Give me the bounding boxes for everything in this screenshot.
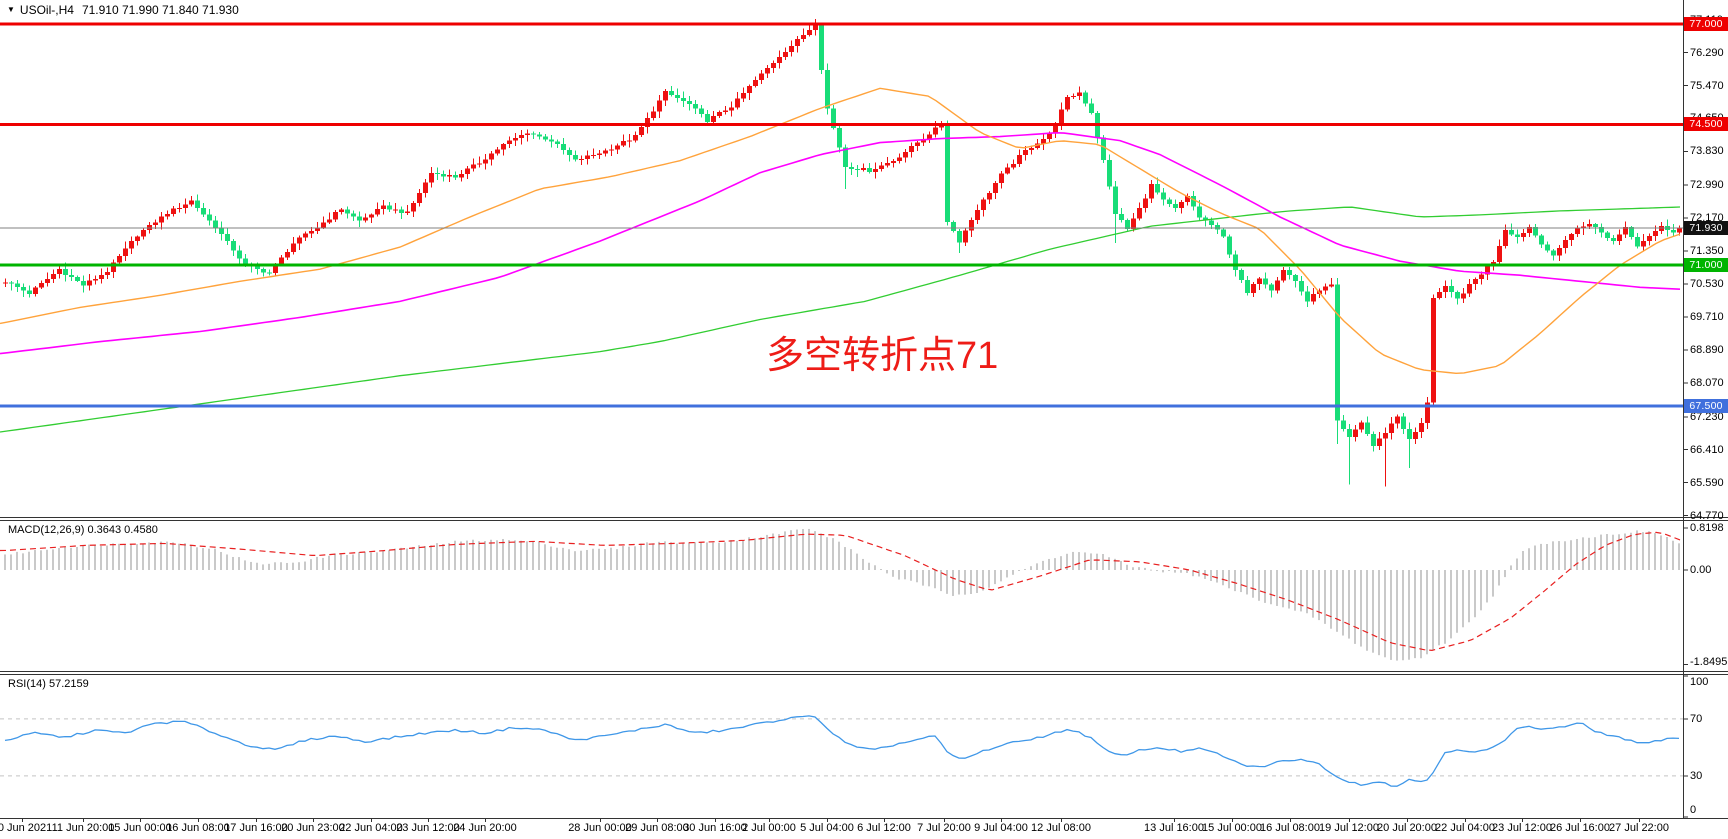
indicator-axis-label: 30 xyxy=(1690,769,1703,782)
macd-label-name: MACD(12,26,9) xyxy=(8,524,85,536)
price-tick-label: 72.990 xyxy=(1690,179,1724,192)
rsi-label-value: 57.2159 xyxy=(48,678,89,690)
indicator-axis-label: 0.00 xyxy=(1690,564,1712,576)
rsi-label-name: RSI(14) xyxy=(8,678,46,690)
price-level-badge-74.500: 74.500 xyxy=(1684,117,1728,132)
price-tick-label: 67.230 xyxy=(1690,410,1724,423)
macd-histogram xyxy=(4,528,1680,661)
ma-slow-line xyxy=(0,206,1681,433)
indicator-axis-label: 100 xyxy=(1690,676,1709,689)
time-axis-label: 20 Jun 23:00 xyxy=(281,822,345,834)
indicator-axis-label: -1.8495 xyxy=(1690,656,1728,668)
time-axis-label: 22 Jul 04:00 xyxy=(1435,822,1495,834)
time-axis-label: 7 Jul 20:00 xyxy=(917,822,971,834)
time-axis-label: 12 Jul 08:00 xyxy=(1031,822,1091,834)
time-axis-label: 15 Jul 00:00 xyxy=(1202,822,1262,834)
time-axis-label: 6 Jul 12:00 xyxy=(857,822,911,834)
price-tick-label: 76.290 xyxy=(1690,46,1724,59)
time-axis-label: 23 Jun 12:00 xyxy=(396,822,460,834)
price-level-badge-67.500: 67.500 xyxy=(1684,398,1728,413)
time-axis-label: 19 Jul 12:00 xyxy=(1319,822,1379,834)
price-tick-label: 73.830 xyxy=(1690,145,1724,158)
time-axis-label: 10 Jun 2021 xyxy=(0,822,53,834)
price-tick-label: 69.710 xyxy=(1690,311,1724,324)
axis-ticks xyxy=(22,19,1688,822)
time-axis-label: 5 Jul 04:00 xyxy=(800,822,854,834)
time-axis-label: 15 Jun 00:00 xyxy=(108,822,172,834)
time-axis-label: 9 Jul 04:00 xyxy=(974,822,1028,834)
price-tick-label: 65.590 xyxy=(1690,476,1724,489)
symbol-name: USOil-,H4 xyxy=(19,3,74,17)
price-tick-label: 68.070 xyxy=(1690,376,1724,389)
time-axis-label: 28 Jun 00:00 xyxy=(568,822,632,834)
price-level-badge-71.000: 71.000 xyxy=(1684,258,1728,273)
macd-label-values: 0.3643 0.4580 xyxy=(87,524,158,536)
chart-annotation-text: 多空转折点71 xyxy=(766,335,999,377)
symbol-dropdown-icon[interactable]: ▼ xyxy=(7,5,15,14)
indicator-axis-label: 70 xyxy=(1690,712,1703,725)
price-tick-label: 75.470 xyxy=(1690,79,1724,92)
price-level-badge-71.930: 71.930 xyxy=(1684,220,1728,235)
time-axis-label: 30 Jun 16:00 xyxy=(683,822,747,834)
symbol-ohlc-values: 71.910 71.990 71.840 71.930 xyxy=(81,3,239,17)
time-axis-label: 22 Jun 04:00 xyxy=(339,822,403,834)
price-tick-label: 68.890 xyxy=(1690,344,1724,357)
indicator-axis-label: 0 xyxy=(1690,804,1697,816)
time-axis-label: 2 Jul 00:00 xyxy=(742,822,796,834)
ma-mid-line xyxy=(0,131,1681,355)
chart-titlebar: ▼ USOil-,H4 71.910 71.990 71.840 71.930 xyxy=(7,3,239,17)
rsi-line xyxy=(4,715,1680,787)
time-axis-label: 13 Jul 16:00 xyxy=(1144,822,1204,834)
time-axis-label: 26 Jul 16:00 xyxy=(1550,822,1610,834)
price-level-badge-77.000: 77.000 xyxy=(1684,16,1728,31)
rsi-level-lines xyxy=(0,718,1683,777)
time-axis-label: 17 Jun 16:00 xyxy=(224,822,288,834)
macd-signal-line xyxy=(0,531,1681,652)
time-axis-label: 16 Jul 08:00 xyxy=(1260,822,1320,834)
rsi-indicator-label: RSI(14) 57.2159 xyxy=(8,678,89,690)
time-axis-label: 20 Jul 20:00 xyxy=(1377,822,1437,834)
price-tick-label: 71.350 xyxy=(1690,245,1724,258)
indicator-axis-label: 0.8198 xyxy=(1690,522,1724,535)
horizontal-level-lines xyxy=(0,22,1683,408)
time-axis-label: 16 Jun 08:00 xyxy=(166,822,230,834)
time-axis-label: 27 Jul 22:00 xyxy=(1609,822,1669,834)
candle-bodies xyxy=(3,25,1682,447)
price-tick-label: 66.410 xyxy=(1690,443,1724,456)
macd-indicator-label: MACD(12,26,9) 0.3643 0.4580 xyxy=(8,524,158,536)
price-tick-label: 70.530 xyxy=(1690,278,1724,291)
time-axis-label: 24 Jun 20:00 xyxy=(453,822,517,834)
time-axis-label: 23 Jul 12:00 xyxy=(1492,822,1552,834)
time-axis-label: 11 Jun 20:00 xyxy=(51,822,115,834)
panel-borders xyxy=(0,0,1728,819)
ma-fast-line xyxy=(0,87,1681,375)
price-tick-label: 64.770 xyxy=(1690,509,1724,522)
time-axis-label: 29 Jun 08:00 xyxy=(625,822,689,834)
